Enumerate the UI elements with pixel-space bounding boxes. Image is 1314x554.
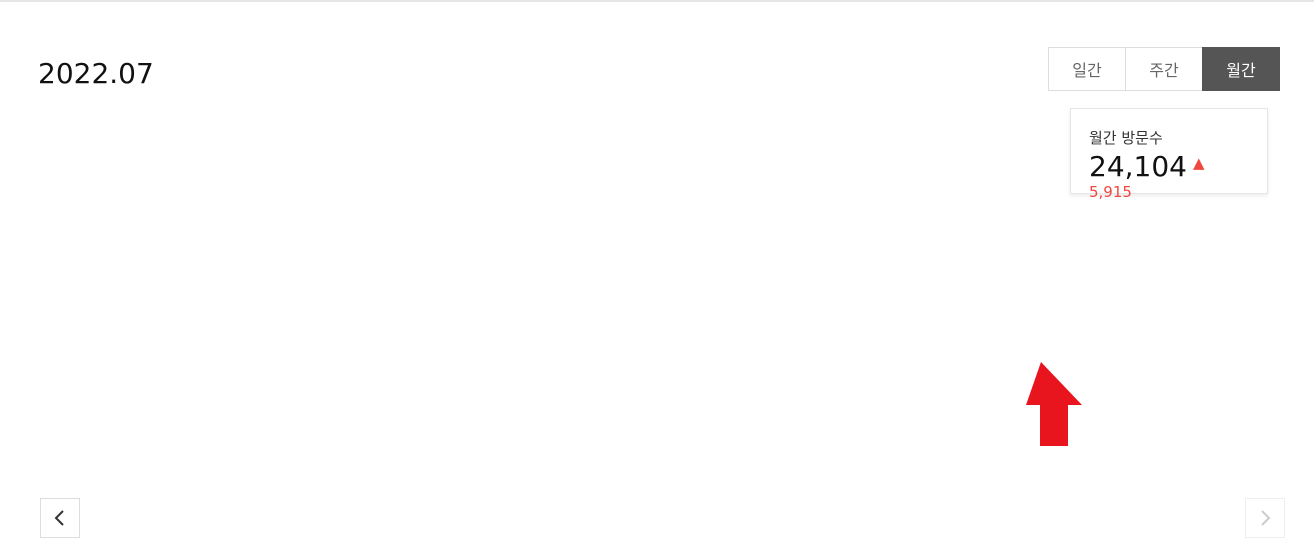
tooltip-change: ▲ 5,915 — [1089, 154, 1205, 201]
tooltip: 월간 방문수 24,104 ▲ 5,915 — [1070, 108, 1268, 201]
next-button[interactable] — [1245, 498, 1285, 538]
next-icon — [1261, 510, 1271, 526]
tooltip-value: 24,104 — [1089, 150, 1187, 183]
period-tab[interactable]: 주간 — [1125, 47, 1203, 91]
period-tab[interactable]: 일간 — [1048, 47, 1126, 91]
period-tabs: 일간 주간 월간 — [1048, 47, 1280, 91]
period-tab[interactable]: 월간 — [1202, 47, 1280, 91]
up-arrow — [1026, 362, 1082, 446]
top-border — [0, 0, 1314, 2]
prev-icon — [54, 510, 64, 526]
tooltip-title: 월간 방문수 — [1089, 129, 1163, 147]
tooltip-change-value: 5,915 — [1089, 183, 1132, 201]
prev-button[interactable] — [40, 498, 80, 538]
page-title: 2022.07 — [38, 57, 154, 90]
